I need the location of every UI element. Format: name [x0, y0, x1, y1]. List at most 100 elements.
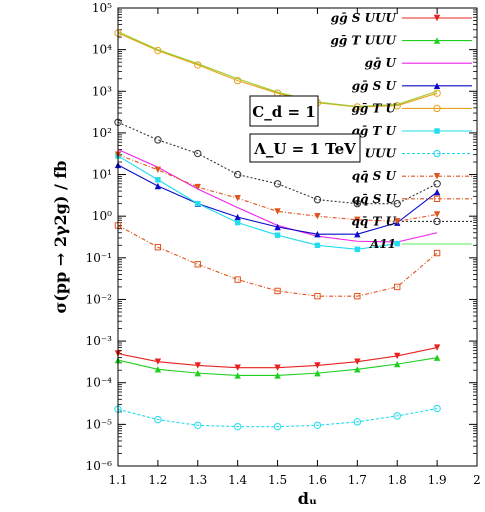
series-line	[117, 224, 438, 297]
point-marker	[394, 218, 401, 225]
point-marker	[234, 219, 241, 226]
point-marker	[274, 208, 281, 215]
x-tick-label: 1.8	[388, 473, 407, 487]
annotation-box: C_d = 1	[249, 95, 319, 127]
point-marker	[433, 217, 441, 226]
legend-label: gḡ T U	[351, 101, 397, 115]
point-marker	[354, 230, 361, 238]
legend-label: gḡ S UUU	[331, 11, 398, 25]
point-marker	[354, 216, 361, 223]
point-marker	[433, 180, 441, 188]
series-line	[117, 31, 438, 108]
point-marker	[194, 149, 202, 158]
point-marker	[354, 358, 361, 365]
series	[114, 151, 441, 225]
point-marker	[433, 173, 441, 180]
point-marker	[433, 404, 441, 413]
legend-item: A11	[369, 237, 472, 251]
point-marker	[353, 418, 362, 426]
legend-label: gḡ T U	[351, 124, 397, 138]
point-marker	[194, 362, 201, 369]
point-marker	[154, 136, 162, 144]
series-line	[117, 32, 438, 108]
x-tick-label: 1.7	[348, 473, 367, 487]
y-tick-label: 10⁰	[92, 209, 112, 223]
point-marker	[354, 246, 361, 253]
legend-label: gḡ S U	[352, 79, 398, 93]
point-marker	[354, 366, 361, 373]
x-tick-label: 1.6	[308, 473, 327, 487]
point-marker	[433, 104, 441, 113]
point-marker	[154, 166, 162, 174]
point-marker	[155, 177, 161, 183]
legend-item: gḡ S UUU	[331, 11, 472, 25]
point-marker	[314, 230, 321, 238]
annotation-text: Λ_U = 1 TeV	[253, 140, 356, 158]
annotation-frame	[249, 133, 361, 163]
point-marker	[314, 212, 321, 220]
legend-label: gḡ U	[365, 56, 398, 70]
point-marker	[313, 195, 322, 204]
point-marker	[353, 103, 362, 111]
point-marker	[433, 82, 441, 89]
y-tick-label: 10²	[92, 126, 112, 140]
y-tick-label: 10⁴	[92, 43, 112, 57]
legend-item: qq̄ T U	[351, 214, 472, 228]
x-tick-label: 1.3	[188, 473, 207, 487]
point-marker	[194, 421, 202, 429]
legend-item: gḡ T UUU	[331, 34, 472, 48]
point-marker	[234, 195, 241, 202]
point-marker	[314, 362, 321, 369]
point-marker	[273, 422, 282, 431]
y-tick-label: 10⁵	[92, 1, 112, 15]
point-marker	[234, 213, 241, 221]
x-tick-label: 2	[473, 473, 481, 487]
series-line	[117, 154, 438, 222]
point-marker	[433, 188, 441, 196]
point-marker	[313, 421, 322, 429]
point-marker	[273, 180, 282, 188]
series	[114, 222, 441, 300]
y-tick-label: 10⁻¹	[86, 251, 112, 265]
legend-item: gḡ S U	[352, 79, 472, 93]
point-marker	[393, 412, 401, 420]
point-marker	[394, 352, 401, 360]
point-marker	[194, 369, 201, 377]
point-marker	[234, 364, 241, 371]
point-marker	[433, 211, 441, 218]
annotation-text: C_d = 1	[252, 103, 315, 121]
plot-frame	[117, 7, 478, 467]
y-tick-label: 10¹	[92, 168, 112, 182]
x-tick-label: 1.4	[228, 473, 247, 487]
point-marker	[154, 358, 162, 365]
point-marker	[314, 242, 321, 248]
annotations: C_d = 1 Λ_U = 1 TeV	[249, 95, 361, 163]
point-marker	[433, 149, 441, 158]
point-marker	[233, 76, 242, 85]
point-marker	[354, 292, 361, 300]
x-tick-label: 1.2	[148, 473, 167, 487]
legend-item: qq̄ S U	[352, 192, 472, 206]
y-axis-label: σ(pp → 2γ2g) / fb	[51, 161, 70, 314]
point-marker	[274, 364, 281, 371]
point-marker	[234, 276, 241, 283]
point-marker	[234, 372, 241, 379]
series-line	[117, 121, 438, 205]
legend-label: qq̄ S U	[352, 192, 398, 206]
point-marker	[433, 249, 441, 257]
legend-label: qq̄ S U	[352, 169, 398, 183]
x-tick-label: 1.9	[428, 473, 447, 487]
series	[114, 404, 441, 431]
point-marker	[394, 283, 401, 291]
point-marker	[154, 182, 162, 190]
y-tick-label: 10⁻⁶	[86, 459, 113, 473]
y-tick-label: 10⁻⁴	[86, 376, 113, 390]
point-marker	[314, 369, 321, 377]
point-marker	[274, 232, 281, 238]
series-line	[117, 155, 398, 250]
point-marker	[274, 372, 281, 379]
y-tick-label: 10⁻⁵	[86, 417, 113, 431]
point-marker	[233, 170, 242, 179]
point-marker	[433, 195, 441, 203]
